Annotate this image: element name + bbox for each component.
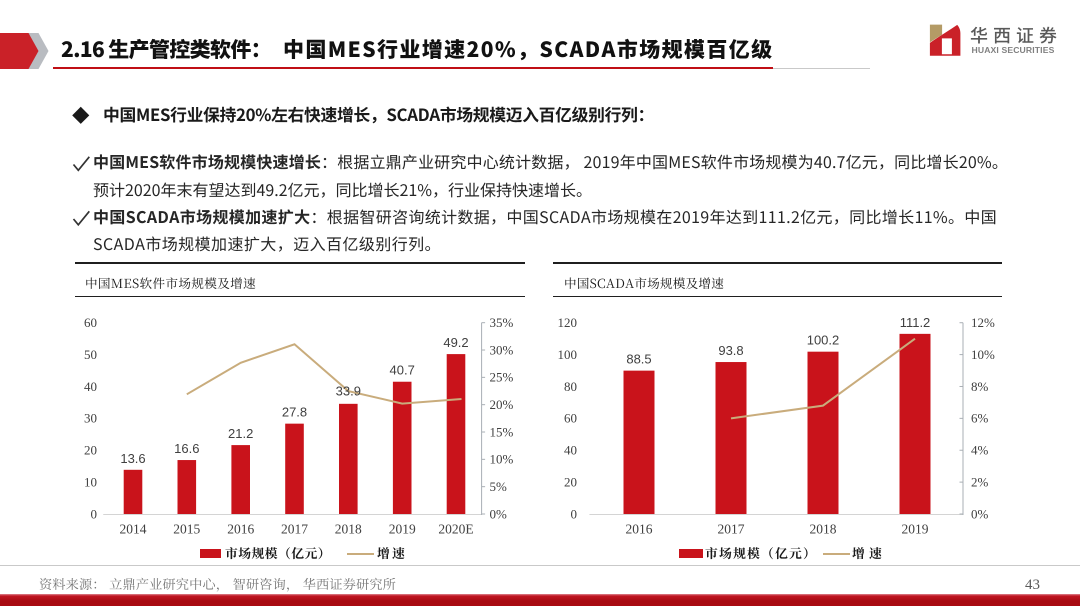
svg-text:27.8: 27.8 <box>282 405 307 420</box>
svg-text:2019: 2019 <box>389 522 416 537</box>
svg-text:12%: 12% <box>971 315 995 330</box>
svg-text:100: 100 <box>558 347 578 362</box>
svg-text:60: 60 <box>564 411 577 426</box>
svg-text:88.5: 88.5 <box>626 352 651 367</box>
svg-text:2018: 2018 <box>335 522 362 537</box>
svg-text:16.6: 16.6 <box>174 441 199 456</box>
svg-text:33.9: 33.9 <box>336 384 361 399</box>
svg-text:100.2: 100.2 <box>807 333 840 348</box>
svg-text:60: 60 <box>84 315 97 330</box>
svg-text:10: 10 <box>84 474 97 489</box>
svg-text:49.2: 49.2 <box>443 335 468 350</box>
svg-text:21.2: 21.2 <box>228 426 253 441</box>
svg-text:35%: 35% <box>490 315 514 330</box>
svg-text:15%: 15% <box>490 424 514 439</box>
svg-text:6%: 6% <box>971 411 989 426</box>
svg-text:2020E: 2020E <box>438 522 473 537</box>
svg-text:0: 0 <box>571 506 578 521</box>
svg-text:20: 20 <box>84 443 97 458</box>
svg-text:111.2: 111.2 <box>900 315 931 330</box>
svg-text:0: 0 <box>91 506 98 521</box>
svg-text:2019: 2019 <box>902 522 929 537</box>
svg-text:40: 40 <box>84 379 97 394</box>
svg-text:30: 30 <box>84 411 97 426</box>
svg-text:25%: 25% <box>490 370 514 385</box>
svg-text:10%: 10% <box>490 452 514 467</box>
svg-text:0%: 0% <box>971 506 989 521</box>
svg-text:8%: 8% <box>971 379 989 394</box>
svg-text:2015: 2015 <box>173 522 200 537</box>
svg-text:20: 20 <box>564 474 577 489</box>
svg-text:2%: 2% <box>971 474 989 489</box>
svg-text:40: 40 <box>564 443 577 458</box>
svg-text:2014: 2014 <box>120 522 147 537</box>
svg-text:40.7: 40.7 <box>390 363 415 378</box>
svg-text:0%: 0% <box>490 506 508 521</box>
svg-text:2017: 2017 <box>718 522 745 537</box>
svg-text:30%: 30% <box>490 342 514 357</box>
svg-text:2016: 2016 <box>626 522 653 537</box>
svg-text:93.8: 93.8 <box>718 343 743 358</box>
svg-text:10%: 10% <box>971 347 995 362</box>
svg-text:2017: 2017 <box>281 522 308 537</box>
svg-text:13.6: 13.6 <box>120 451 145 466</box>
svg-text:80: 80 <box>564 379 577 394</box>
svg-text:4%: 4% <box>971 443 989 458</box>
svg-text:20%: 20% <box>490 397 514 412</box>
svg-text:2016: 2016 <box>227 522 254 537</box>
svg-text:50: 50 <box>84 347 97 362</box>
svg-text:5%: 5% <box>490 479 508 494</box>
svg-text:120: 120 <box>558 315 578 330</box>
svg-text:2018: 2018 <box>810 522 837 537</box>
